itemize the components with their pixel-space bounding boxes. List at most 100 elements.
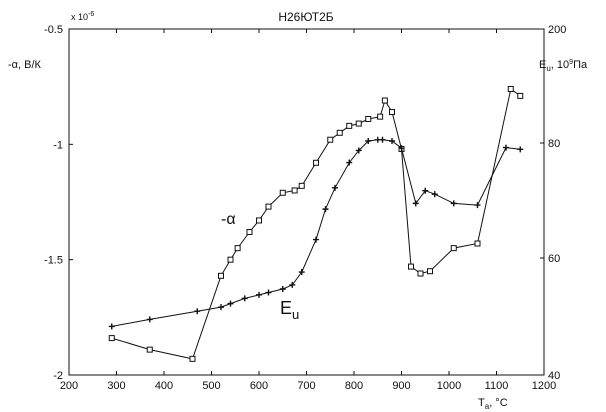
series-e-point (398, 145, 405, 152)
series-alpha-point (108, 335, 115, 342)
x-axis-label-unit: , °C (489, 397, 508, 409)
left-axis-multiplier-base: x 10 (71, 12, 88, 22)
series-e-point (412, 200, 419, 207)
series-alpha-point (427, 268, 433, 275)
x-tick-label: 200 (60, 380, 78, 392)
series-e-point (346, 159, 353, 166)
right-axis-label-tail: Па (573, 59, 588, 71)
x-axis-label-sub: a (485, 402, 490, 411)
series-e-point (389, 138, 395, 145)
series-e-point (313, 236, 319, 243)
series-e-point (298, 269, 305, 276)
series-alpha-point (346, 122, 353, 129)
series-e-point (422, 187, 429, 194)
right-axis-label-main: E (539, 59, 546, 71)
series-alpha-point (227, 256, 234, 263)
series-alpha-point (189, 355, 196, 362)
series-e-point (265, 289, 272, 296)
series-e-point (517, 146, 524, 153)
x-tick-label: 1200 (532, 380, 556, 392)
series-e-point (289, 281, 296, 288)
series-alpha-point (377, 113, 384, 120)
x-tick-label: 400 (155, 380, 173, 392)
x-tick-label: 600 (250, 380, 268, 392)
series-e-point (355, 147, 362, 154)
right-tick-label: 60 (548, 253, 560, 265)
series-alpha-point (355, 120, 362, 127)
x-tick-label: 300 (107, 380, 125, 392)
e-series-annotation-sub: u (292, 307, 299, 322)
series-e-point (503, 144, 509, 151)
x-tick-label: 700 (297, 380, 315, 392)
series-e-point (379, 136, 386, 143)
series-layer (108, 85, 524, 362)
series-e-point (146, 316, 153, 323)
series-e-point (450, 200, 457, 207)
left-axis-label: -α, В/К (8, 59, 42, 71)
series-alpha-point (313, 159, 319, 166)
left-axis-ticks: -2 -1.5 -1 -0.5 (44, 24, 73, 382)
x-tick-label: 1000 (437, 380, 461, 392)
series-alpha-point (256, 217, 262, 224)
series-alpha-line (111, 88, 521, 360)
right-tick-label: 80 (548, 138, 560, 150)
x-axis-label-main: T (478, 397, 485, 409)
series-alpha-point (381, 97, 388, 104)
right-axis-label-sub: u (546, 64, 550, 73)
e-series-annotation-main: E (280, 298, 292, 318)
series-alpha-point (408, 263, 414, 270)
right-axis-label-exp: 9 (569, 59, 573, 66)
series-alpha-point (450, 245, 457, 252)
right-axis-label: Eu, 109Па (539, 59, 588, 73)
series-alpha-point (517, 92, 524, 99)
series-e-line (111, 139, 521, 327)
series-e-point (194, 308, 201, 315)
series-alpha-point (279, 189, 286, 196)
x-axis-ticks: 200 300 400 500 600 700 800 900 1000 1100 1200 (60, 29, 556, 392)
left-tick-label: -1 (53, 139, 63, 151)
left-tick-label: -2 (53, 370, 63, 382)
left-tick-label: -1.5 (44, 255, 63, 267)
left-tick-label: -0.5 (44, 24, 63, 36)
chart-title: Н26ЮТ2Б (278, 10, 333, 24)
series-alpha-point (327, 136, 334, 143)
x-axis-label: Ta, °C (478, 397, 508, 411)
right-tick-label: 200 (548, 24, 566, 36)
series-e-point (227, 300, 234, 307)
x-tick-label: 900 (392, 380, 410, 392)
series-alpha-point (291, 187, 298, 194)
series-alpha-point (234, 245, 241, 252)
series-alpha-point (389, 109, 395, 116)
series-e-point (241, 295, 248, 302)
plot-frame (68, 28, 545, 376)
series-e-point (279, 286, 286, 293)
series-e-point (108, 323, 115, 330)
series-e-point (474, 202, 481, 209)
series-e-point (322, 206, 329, 213)
series-alpha-point (474, 240, 481, 247)
series-alpha-point (507, 85, 514, 92)
series-alpha-point (218, 272, 224, 279)
series-e-point (256, 291, 262, 298)
left-axis-multiplier-exp: -6 (88, 11, 94, 18)
series-alpha-point (146, 346, 153, 353)
series-e-point (218, 304, 224, 311)
series-e-point (431, 191, 438, 198)
x-tick-label: 1100 (485, 380, 509, 392)
right-axis-label-unit: , 10 (551, 59, 569, 71)
alpha-series-annotation: -α (221, 211, 236, 228)
series-alpha-point (336, 129, 343, 136)
left-axis-multiplier: x 10-6 (71, 11, 94, 22)
e-series-annotation: Eu (280, 298, 299, 322)
series-alpha-point (417, 270, 424, 277)
x-tick-label: 800 (345, 380, 363, 392)
series-e-point (365, 138, 372, 145)
series-alpha-point (365, 115, 372, 122)
right-axis-ticks: 40 60 80 200 (540, 24, 566, 382)
series-e-point (332, 184, 338, 191)
right-tick-label: 40 (548, 370, 560, 382)
x-tick-label: 500 (202, 380, 220, 392)
series-alpha-point (298, 182, 305, 189)
series-alpha-point (265, 203, 272, 210)
